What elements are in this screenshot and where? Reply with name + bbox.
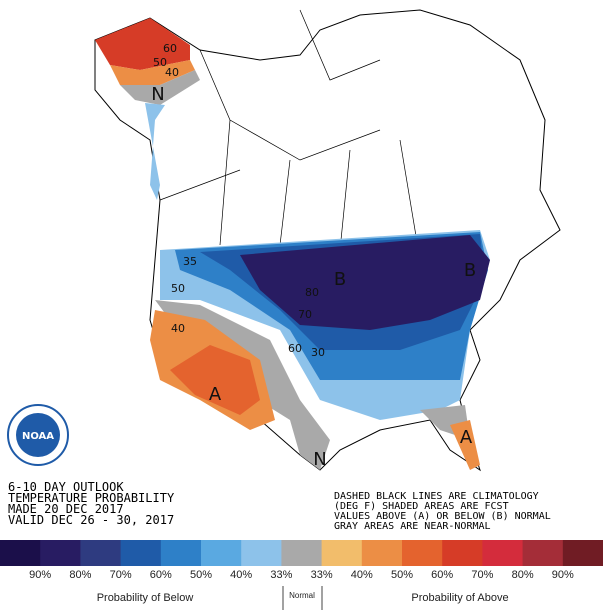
legend-swatch xyxy=(281,540,323,566)
legend-label: 40% xyxy=(351,569,373,581)
legend-label: 80% xyxy=(512,569,534,581)
legend-swatch xyxy=(442,540,483,566)
map-label: 50 xyxy=(171,282,185,295)
legend-swatch xyxy=(0,540,41,566)
alaska-red xyxy=(95,18,190,70)
legend-swatch xyxy=(321,540,363,566)
map-label: 40 xyxy=(171,322,185,335)
map-label: 40 xyxy=(165,66,179,79)
legend-swatch xyxy=(522,540,564,566)
logo-text: NOAA xyxy=(22,431,54,442)
map-label: B xyxy=(464,260,476,281)
legend-swatch xyxy=(80,540,122,566)
legend-swatch xyxy=(201,540,242,566)
legend-swatch xyxy=(40,540,81,566)
legend-swatch xyxy=(361,540,403,566)
borders xyxy=(159,9,421,261)
legend-label: 70% xyxy=(471,569,493,581)
legend-label: 50% xyxy=(190,569,212,581)
title-line: 6-10 DAY OUTLOOK xyxy=(8,480,124,494)
map-label: N xyxy=(313,449,326,470)
map-label: 30 xyxy=(311,346,325,359)
legend-label: 70% xyxy=(110,569,132,581)
legend-swatch xyxy=(402,540,443,566)
legend-label: 60% xyxy=(431,569,453,581)
note-line: (DEG F) SHADED AREAS ARE FCST xyxy=(334,501,509,512)
note-line: DASHED BLACK LINES ARE CLIMATOLOGY xyxy=(334,491,539,502)
legend-label: 40% xyxy=(230,569,252,581)
legend-label: 90% xyxy=(29,569,51,581)
logo-inner xyxy=(16,413,60,457)
legend-swatch xyxy=(120,540,162,566)
legend-label: 50% xyxy=(391,569,413,581)
legend-swatch xyxy=(482,540,524,566)
title-line: VALID DEC 26 - 30, 2017 xyxy=(8,513,174,527)
legend-swatch xyxy=(562,540,603,566)
legend-label: 90% xyxy=(552,569,574,581)
map-label: 80 xyxy=(305,286,319,299)
legend-swatch xyxy=(160,540,202,566)
legend-group: Probability of Above xyxy=(411,592,508,604)
note-line: VALUES ABOVE (A) OR BELOW (B) NORMAL xyxy=(334,511,551,522)
map-label: 50 xyxy=(153,56,167,69)
map-label: 70 xyxy=(298,308,312,321)
map-label: B xyxy=(334,269,346,290)
map-label: N xyxy=(151,84,164,105)
us-navy xyxy=(240,235,490,330)
title-line: TEMPERATURE PROBABILITY xyxy=(8,491,175,505)
legend-label: 60% xyxy=(150,569,172,581)
map-label: A xyxy=(460,427,473,448)
map-label: 35 xyxy=(183,255,197,268)
alaska-blue xyxy=(145,103,165,200)
legend-group: Normal xyxy=(289,591,315,600)
legend-label: 33% xyxy=(311,569,333,581)
us-red xyxy=(170,345,260,415)
legend-label: 33% xyxy=(270,569,292,581)
map-label: A xyxy=(209,384,222,405)
title-line: MADE 20 DEC 2017 xyxy=(8,502,124,516)
alaska-orange xyxy=(110,60,195,85)
legend-label: 80% xyxy=(69,569,91,581)
note-line: GRAY AREAS ARE NEAR-NORMAL xyxy=(334,521,491,532)
legend-swatch xyxy=(241,540,282,566)
map-label: 60 xyxy=(163,42,177,55)
map-label: 60 xyxy=(288,342,302,355)
florida-orange xyxy=(450,420,480,470)
alaska-gray xyxy=(120,70,200,105)
legend-group: Probability of Below xyxy=(97,592,194,604)
